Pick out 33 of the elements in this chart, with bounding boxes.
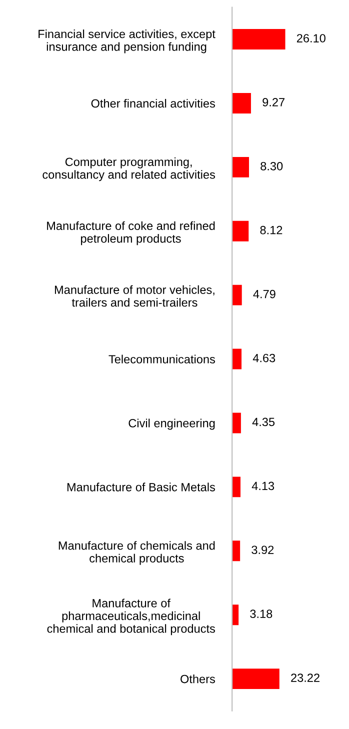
bar — [232, 220, 249, 242]
data-label: 4.13 — [252, 482, 274, 490]
y-tick-label: Manufacture of pharmaceuticals,medicinal chemical and botanical products — [47, 598, 216, 636]
y-tick-label: Computer programming, consultancy and related activities — [42, 157, 216, 182]
y-tick-label: Civil engineering — [128, 418, 215, 430]
bar — [232, 156, 249, 178]
bar — [232, 476, 240, 498]
y-tick-label: Manufacture of motor vehicles, trailers and semi-trailers — [54, 285, 214, 307]
bar — [232, 412, 241, 434]
y-tick-label: Telecommunications — [108, 354, 215, 364]
bar — [232, 348, 242, 370]
data-label: 4.79 — [253, 290, 276, 298]
y-tick-label: Other financial activities — [91, 98, 215, 108]
bar — [232, 668, 280, 690]
data-label: 26.10 — [296, 34, 326, 42]
bar — [232, 540, 240, 562]
y-tick-label: Others — [180, 674, 215, 684]
data-label: 4.63 — [252, 354, 276, 362]
data-label: 9.27 — [262, 98, 284, 106]
data-label: 8.12 — [260, 226, 282, 234]
bar — [232, 92, 251, 114]
bar — [232, 284, 242, 306]
data-label: 3.92 — [252, 546, 274, 554]
data-label: 3.18 — [250, 610, 272, 618]
bar — [232, 604, 239, 626]
y-tick-label: Financial service activities, except insurance and pension funding — [38, 29, 216, 54]
data-label: 23.22 — [291, 674, 320, 682]
y-tick-label: Manufacture of chemicals and chemical products — [58, 541, 215, 565]
data-label: 4.35 — [252, 418, 275, 426]
bar — [232, 29, 286, 50]
data-label: 8.30 — [260, 162, 283, 170]
y-tick-label: Manufacture of coke and refined petroleum products — [47, 221, 215, 246]
y-tick-label: Manufacture of Basic Metals — [67, 482, 215, 492]
